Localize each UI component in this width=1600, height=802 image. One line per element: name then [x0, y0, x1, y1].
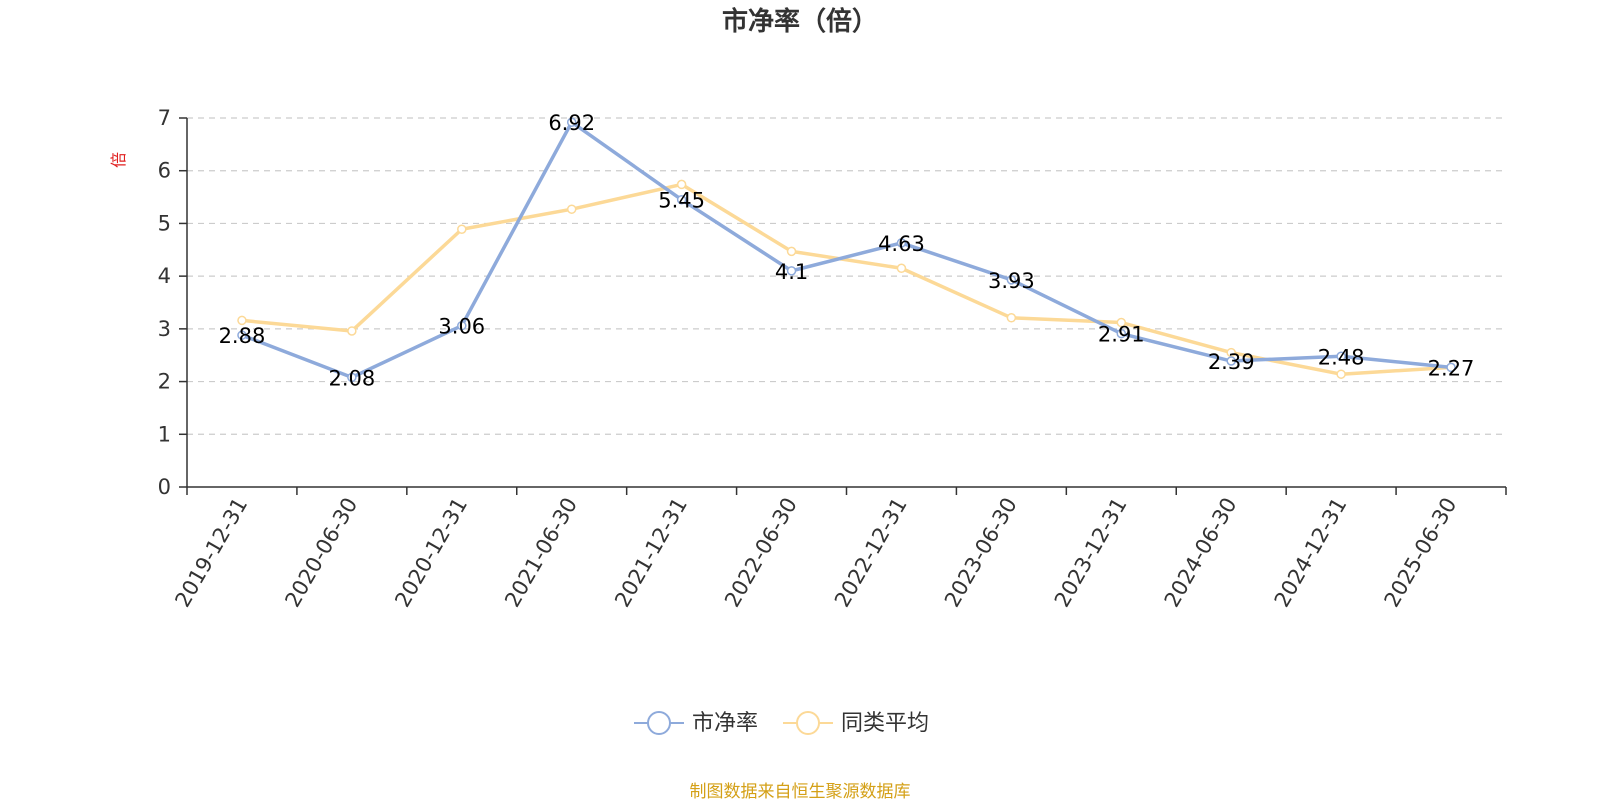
source-note: 制图数据来自恒生聚源数据库	[689, 782, 911, 802]
data-point[interactable]	[1226, 356, 1236, 366]
x-tick-label: 2023-12-31	[1050, 494, 1132, 612]
x-tick-label: 2024-12-31	[1270, 494, 1352, 612]
data-point[interactable]	[786, 246, 797, 257]
data-point[interactable]	[1006, 313, 1017, 323]
data-point[interactable]	[457, 224, 467, 234]
data-point[interactable]	[896, 263, 907, 273]
data-point[interactable]	[347, 326, 357, 336]
y-tick-label: 0	[158, 475, 171, 499]
legend-item-1[interactable]: 同类平均	[783, 711, 929, 736]
legend-swatch-marker	[647, 711, 671, 735]
data-point[interactable]	[676, 194, 687, 205]
data-label: 2.88	[219, 324, 266, 348]
data-point[interactable]	[457, 320, 467, 331]
data-label: 3.93	[988, 269, 1035, 293]
data-point[interactable]	[1336, 351, 1346, 362]
data-point[interactable]	[347, 372, 357, 383]
x-tick-label: 2024-06-30	[1160, 494, 1242, 612]
y-tick-label: 7	[158, 106, 171, 130]
x-tick-label: 2025-06-30	[1380, 494, 1462, 612]
x-tick-label: 2020-12-31	[390, 493, 472, 611]
x-tick-label: 2019-12-31	[170, 494, 252, 612]
data-point[interactable]	[1006, 275, 1017, 285]
data-label: 6.92	[548, 111, 595, 135]
data-point[interactable]	[237, 315, 247, 326]
y-tick-label: 5	[158, 211, 171, 235]
data-point[interactable]	[566, 204, 577, 214]
legend[interactable]: 市净率 同类平均	[634, 711, 929, 736]
y-tick-label: 4	[158, 264, 171, 288]
y-tick-label: 2	[158, 370, 171, 394]
legend-swatch-marker	[796, 711, 820, 735]
data-point[interactable]	[1446, 362, 1456, 373]
data-label: 3.06	[438, 315, 485, 339]
x-tick-label: 2023-06-30	[940, 494, 1022, 612]
y-axis-label: 倍	[109, 152, 128, 168]
data-label: 2.39	[1208, 350, 1255, 374]
grid-lines	[187, 117, 1506, 435]
x-tick-label: 2021-12-31	[610, 494, 692, 612]
data-label: 2.48	[1318, 345, 1365, 369]
x-tick-label: 2022-06-30	[720, 494, 802, 612]
data-point[interactable]	[237, 330, 247, 340]
data-label: 2.27	[1428, 356, 1475, 380]
y-tick-label: 3	[158, 317, 171, 341]
x-tick-label: 2021-06-30	[500, 494, 582, 612]
data-label: 2.91	[1098, 323, 1145, 347]
data-point[interactable]	[786, 266, 797, 276]
series	[237, 117, 1456, 383]
data-point[interactable]	[1116, 317, 1127, 328]
series-line-0	[241, 120, 1452, 380]
data-label: 2.08	[328, 366, 375, 390]
data-point[interactable]	[676, 179, 687, 190]
data-label: 4.63	[878, 232, 925, 256]
data-label: 4.1	[775, 260, 808, 284]
data-labels: 2.88 2.08 3.06 6.92 5.45 4.1 4.63 3.93 2.91 2.39 2…	[219, 111, 1475, 390]
x-tick-label: 2020-06-30	[280, 494, 362, 612]
y-tick-label: 1	[158, 422, 171, 446]
data-point[interactable]	[1116, 328, 1127, 339]
data-point[interactable]	[1336, 369, 1346, 379]
legend-label: 市净率	[692, 711, 758, 736]
data-label: 5.45	[658, 189, 705, 213]
series-line-1	[241, 182, 1452, 376]
legend-label: 同类平均	[841, 711, 929, 736]
data-point[interactable]	[896, 238, 907, 248]
y-tick-label: 6	[158, 159, 171, 183]
chart-title: 市净率（倍）	[721, 7, 878, 37]
x-tick-label: 2022-12-31	[830, 493, 912, 611]
data-point[interactable]	[566, 117, 577, 127]
legend-item-0[interactable]: 市净率	[634, 711, 758, 736]
